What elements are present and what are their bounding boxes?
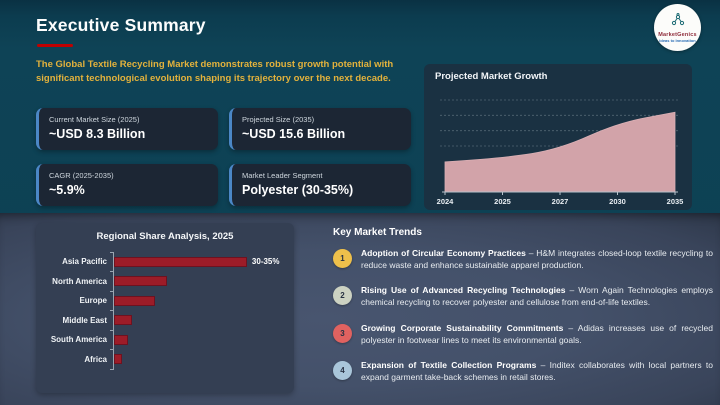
trend-description: – Inditex collaborates with local partne… bbox=[361, 360, 713, 383]
stat-label: Market Leader Segment bbox=[242, 171, 323, 180]
trend-item: 1 Adoption of Circular Economy Practices… bbox=[333, 248, 715, 271]
trend-list: 1 Adoption of Circular Economy Practices… bbox=[333, 248, 715, 398]
x-axis-tick-label: 2035 bbox=[667, 197, 684, 206]
logo-molecule-icon bbox=[670, 12, 686, 32]
trend-description: – H&M integrates closed-loop textile rec… bbox=[361, 248, 714, 270]
trend-description: – Worn Again Technologies employs chemic… bbox=[361, 285, 713, 308]
bar-track bbox=[110, 310, 286, 330]
intro-text: The Global Textile Recycling Market demo… bbox=[36, 59, 394, 84]
stat-label: Current Market Size (2025) bbox=[49, 115, 140, 124]
trends-title: Key Market Trends bbox=[333, 227, 422, 238]
stat-card-projected-size: Projected Size (2035) ~USD 15.6 Billion bbox=[229, 108, 411, 150]
bar-row: Middle East bbox=[36, 310, 286, 330]
stat-card-current-size: Current Market Size (2025) ~USD 8.3 Bill… bbox=[36, 108, 218, 150]
regional-share-panel: Regional Share Analysis, 2025 Asia Pacif… bbox=[36, 223, 294, 393]
bar-row: Europe bbox=[36, 290, 286, 311]
stat-value: ~USD 15.6 Billion bbox=[242, 127, 346, 141]
bar-category-label: Africa bbox=[84, 354, 107, 364]
trend-number-badge: 4 bbox=[333, 361, 352, 381]
stat-label: Projected Size (2035) bbox=[242, 115, 315, 124]
bar-row: Asia Pacific 30-35% bbox=[36, 251, 286, 272]
bar-track bbox=[110, 349, 286, 369]
trend-lead: Expansion of Textile Collection Programs bbox=[361, 360, 541, 371]
projected-growth-area-chart: 2024 2025 2027 2030 2035 bbox=[437, 99, 684, 206]
trend-item: 3 Growing Corporate Sustainability Commi… bbox=[333, 323, 715, 346]
trend-text: Adoption of Circular Economy Practices –… bbox=[361, 248, 713, 271]
trend-item: 2 Rising Use of Advanced Recycling Techn… bbox=[333, 285, 715, 308]
stat-label: CAGR (2025-2035) bbox=[49, 171, 114, 180]
bar-category-label: Middle East bbox=[62, 315, 107, 325]
x-axis-tick-label: 2024 bbox=[437, 197, 455, 206]
logo: MarketGenics Ideas to Innovation bbox=[654, 4, 701, 51]
x-axis-tick-label: 2030 bbox=[609, 197, 626, 206]
title-underline bbox=[37, 44, 73, 47]
bar-row: South America bbox=[36, 329, 286, 350]
trend-text: Rising Use of Advanced Recycling Technol… bbox=[361, 285, 713, 308]
bar-category-label: Europe bbox=[79, 296, 107, 306]
growth-chart-title: Projected Market Growth bbox=[435, 71, 548, 82]
stat-value: ~USD 8.3 Billion bbox=[49, 127, 146, 141]
x-axis-tick-label: 2025 bbox=[494, 197, 511, 206]
bar-category-label: Asia Pacific bbox=[62, 257, 107, 267]
trend-number-badge: 3 bbox=[333, 323, 352, 343]
regional-chart-title: Regional Share Analysis, 2025 bbox=[96, 231, 234, 242]
trend-description: – Adidas increases use of recycled polye… bbox=[361, 322, 713, 345]
bar-track: 30-35% bbox=[110, 251, 286, 272]
bar-row: Africa bbox=[36, 349, 286, 369]
trend-text: Expansion of Textile Collection Programs… bbox=[361, 360, 713, 383]
bar-track bbox=[110, 290, 286, 311]
area-series bbox=[444, 111, 676, 193]
stat-card-cagr: CAGR (2025-2035) ~5.9% bbox=[36, 164, 218, 206]
trend-number-badge: 1 bbox=[333, 249, 352, 268]
bar bbox=[114, 295, 155, 306]
trend-lead: Growing Corporate Sustainability Commitm… bbox=[361, 322, 569, 333]
bar-category-label: North America bbox=[52, 276, 107, 286]
bar-row: North America bbox=[36, 271, 286, 291]
stat-card-leader-segment: Market Leader Segment Polyester (30-35%) bbox=[229, 164, 411, 206]
regional-bar-chart: Asia Pacific 30-35% North America Europe Mid… bbox=[36, 251, 286, 369]
projected-growth-panel: Projected Market Growth 2024 2025 2027 2030… bbox=[424, 64, 692, 210]
bar-value-label: 30-35% bbox=[251, 257, 280, 267]
trend-number-badge: 2 bbox=[333, 286, 352, 306]
logo-name: MarketGenics bbox=[658, 31, 697, 38]
trend-item: 4 Expansion of Textile Collection Progra… bbox=[333, 360, 715, 383]
bar bbox=[114, 354, 123, 365]
bar-category-label: South America bbox=[50, 335, 107, 345]
trend-lead: Rising Use of Advanced Recycling Technol… bbox=[361, 285, 570, 296]
trend-lead: Adoption of Circular Economy Practices bbox=[361, 248, 529, 258]
bar bbox=[114, 256, 247, 267]
bar-track bbox=[110, 271, 286, 291]
bar bbox=[114, 315, 133, 326]
stat-value: ~5.9% bbox=[49, 183, 85, 197]
bar bbox=[114, 276, 168, 287]
bar-track bbox=[110, 329, 286, 350]
x-axis-tick-label: 2027 bbox=[552, 197, 569, 206]
trend-text: Growing Corporate Sustainability Commitm… bbox=[361, 323, 713, 346]
logo-tagline: Ideas to Innovation bbox=[659, 37, 696, 43]
page-title: Executive Summary bbox=[36, 15, 206, 35]
bar bbox=[114, 334, 129, 345]
stat-value: Polyester (30-35%) bbox=[242, 183, 354, 197]
